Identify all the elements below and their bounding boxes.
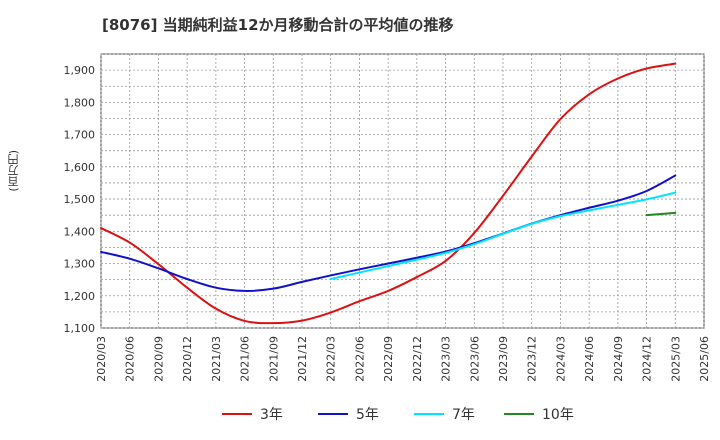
y-tick-label: 1,600 xyxy=(64,161,96,174)
x-tick-label: 2021/12 xyxy=(296,336,309,382)
legend-label: 10年 xyxy=(542,407,574,423)
legend-swatch xyxy=(414,413,444,415)
legend-swatch xyxy=(222,413,252,415)
x-tick-label: 2021/03 xyxy=(210,336,223,382)
plot-frame xyxy=(100,53,705,329)
y-tick-label: 1,800 xyxy=(64,96,96,109)
x-tick-label: 2023/06 xyxy=(468,336,481,382)
x-tick-label: 2024/06 xyxy=(583,336,596,382)
legend-item: 10年 xyxy=(504,402,574,426)
legend-label: 7年 xyxy=(452,407,475,423)
y-tick-label: 1,400 xyxy=(64,225,96,238)
legend-swatch xyxy=(504,413,534,415)
series-line-7年 xyxy=(329,191,677,281)
y-tick-label: 1,300 xyxy=(64,258,96,271)
chart-title: [8076] 当期純利益12か月移動合計の平均値の推移 xyxy=(102,16,454,34)
series-line-10年 xyxy=(645,211,677,217)
x-tick-label: 2020/06 xyxy=(124,336,137,382)
series-line-5年 xyxy=(100,174,677,292)
x-tick-label: 2023/03 xyxy=(440,336,453,382)
x-tick-label: 2020/09 xyxy=(152,336,165,382)
legend: 3年 5年 7年 10年 xyxy=(0,402,720,426)
x-tick-label: 2024/09 xyxy=(612,336,625,382)
x-tick-label: 2022/03 xyxy=(325,336,338,382)
x-tick-label: 2022/06 xyxy=(353,336,366,382)
x-tick-label: 2021/09 xyxy=(267,336,280,382)
x-tick-label: 2025/06 xyxy=(698,336,711,382)
y-tick-label: 1,100 xyxy=(64,322,96,335)
x-tick-label: 2024/03 xyxy=(554,336,567,382)
legend-item: 5年 xyxy=(318,402,379,426)
x-tick-label: 2023/12 xyxy=(526,336,539,382)
legend-label: 5年 xyxy=(356,407,379,423)
y-tick-label: 1,700 xyxy=(64,129,96,142)
x-tick-label: 2022/09 xyxy=(382,336,395,382)
x-tick-label: 2021/06 xyxy=(239,336,252,382)
x-tick-label: 2022/12 xyxy=(411,336,424,382)
y-tick-label: 1,900 xyxy=(64,64,96,77)
x-tick-label: 2020/03 xyxy=(95,336,108,382)
x-tick-label: 2020/12 xyxy=(181,336,194,382)
y-tick-label: 1,200 xyxy=(64,290,96,303)
series-line-3年 xyxy=(100,62,677,325)
x-tick-label: 2025/03 xyxy=(669,336,682,382)
x-tick-label: 2024/12 xyxy=(641,336,654,382)
legend-item: 7年 xyxy=(414,402,475,426)
x-tick-label: 2023/09 xyxy=(497,336,510,382)
y-tick-label: 1,500 xyxy=(64,193,96,206)
legend-label: 3年 xyxy=(260,407,283,423)
legend-item: 3年 xyxy=(222,402,283,426)
legend-swatch xyxy=(318,413,348,415)
